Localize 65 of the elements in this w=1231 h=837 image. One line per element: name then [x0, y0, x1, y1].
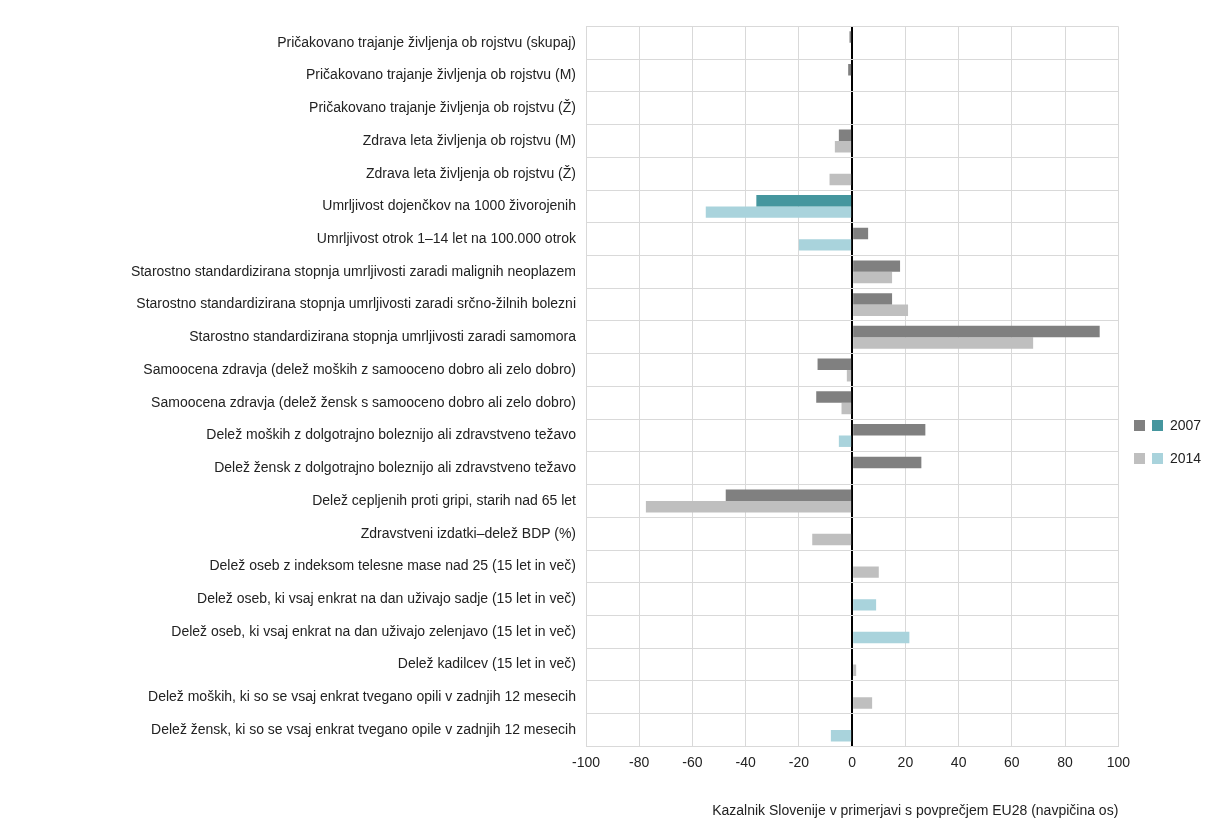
bar	[853, 664, 857, 677]
bar	[853, 337, 1034, 349]
legend-label: 2014	[1170, 450, 1202, 466]
y-tick-label: Delež žensk z dolgotrajno boleznijo ali zdravstveno težavo	[214, 459, 577, 476]
bar	[817, 358, 852, 371]
bar	[848, 64, 852, 76]
x-tick-label: -80	[629, 753, 650, 770]
y-tick-label: Delež moških, ki so se vsaj enkrat tvegano opili v zadnjih 12 mesecih	[148, 688, 576, 705]
x-tick-label: -100	[571, 753, 601, 770]
bar	[853, 293, 893, 305]
y-tick-label: Delež oseb, ki vsaj enkrat na dan uživajo zelenjavo (15 let in več)	[171, 622, 576, 639]
bar	[838, 129, 852, 141]
y-tick-label: Starostno standardizirana stopnja umrljivosti zaradi srčno-žilnih bolezni	[136, 295, 576, 312]
y-tick-label: Delež cepljenih proti gripi, starih nad 65 let	[312, 491, 577, 508]
y-tick-label: Delež žensk, ki so se vsaj enkrat tvegano opile v zadnjih 12 mesecih	[151, 720, 576, 737]
x-tick-label: 0	[848, 753, 857, 770]
y-tick-label: Zdravstveni izdatki–delež BDP (%)	[360, 524, 576, 541]
bar	[756, 194, 852, 207]
bar	[834, 140, 852, 153]
bar	[798, 239, 852, 251]
bar	[853, 325, 1100, 338]
bar	[853, 424, 926, 436]
y-tick-label: Zdrava leta življenja ob rojstvu (Ž)	[365, 164, 576, 181]
bar	[853, 260, 901, 272]
bar	[853, 227, 869, 240]
bar	[853, 304, 909, 317]
bar	[841, 402, 852, 415]
bar	[853, 456, 922, 469]
bar	[853, 697, 873, 709]
bar	[853, 599, 877, 611]
y-tick-label: Delež moških z dolgotrajno boleznijo ali zdravstveno težavo	[206, 426, 577, 443]
x-axis-title: Kazalnik Slovenije v primerjavi s povprečjem EU28 (navpičina os)	[712, 802, 1119, 819]
x-tick-label: 20	[897, 753, 914, 770]
y-tick-label: Zdrava leta življenja ob rojstvu (M)	[362, 131, 576, 148]
bar	[830, 730, 852, 742]
bar	[725, 489, 852, 501]
x-tick-label: 80	[1057, 753, 1074, 770]
y-tick-label: Delež oseb, ki vsaj enkrat na dan uživajo sadje (15 let in več)	[197, 589, 576, 606]
y-tick-label: Samoocena zdravja (delež žensk s samooceno dobro ali zelo dobro)	[151, 393, 576, 410]
x-tick-label: -20	[788, 753, 810, 770]
bar	[853, 566, 879, 578]
y-tick-label: Starostno standardizirana stopnja umrljivosti zaradi malignih neoplazem	[130, 262, 576, 279]
y-tick-label: Umrljivost otrok 1–14 let na 100.000 otrok	[316, 229, 577, 246]
bar	[853, 631, 910, 644]
bar	[812, 533, 852, 546]
bar	[829, 173, 852, 186]
bar	[705, 206, 852, 218]
y-tick-label: Samoocena zdravja (delež moških z samooceno dobro ali zelo dobro)	[143, 360, 576, 377]
y-tick-label: Delež kadilcev (15 let in več)	[397, 655, 576, 672]
y-tick-label: Pričakovano trajanje življenja ob rojstvu (skupaj)	[277, 33, 576, 50]
x-tick-label: 40	[950, 753, 967, 770]
legend-label: 2007	[1170, 417, 1202, 433]
bar	[853, 271, 893, 284]
y-tick-label: Umrljivost dojenčkov na 1000 živorojenih	[322, 197, 576, 214]
x-tick-label: -40	[735, 753, 757, 770]
x-tick-label: -60	[682, 753, 703, 770]
y-tick-label: Pričakovano trajanje življenja ob rojstvu (Ž)	[309, 99, 576, 116]
bar	[645, 500, 852, 513]
y-tick-label: Starostno standardizirana stopnja umrljivosti zaradi samomora	[189, 328, 577, 345]
y-tick-label: Delež oseb z indeksom telesne mase nad 25 (15 let in več)	[209, 557, 576, 574]
x-tick-label: 100	[1106, 753, 1131, 770]
bar	[816, 391, 852, 403]
x-tick-label: 60	[1004, 753, 1020, 770]
bar	[838, 435, 852, 447]
y-tick-label: Pričakovano trajanje življenja ob rojstvu (M)	[306, 66, 576, 83]
